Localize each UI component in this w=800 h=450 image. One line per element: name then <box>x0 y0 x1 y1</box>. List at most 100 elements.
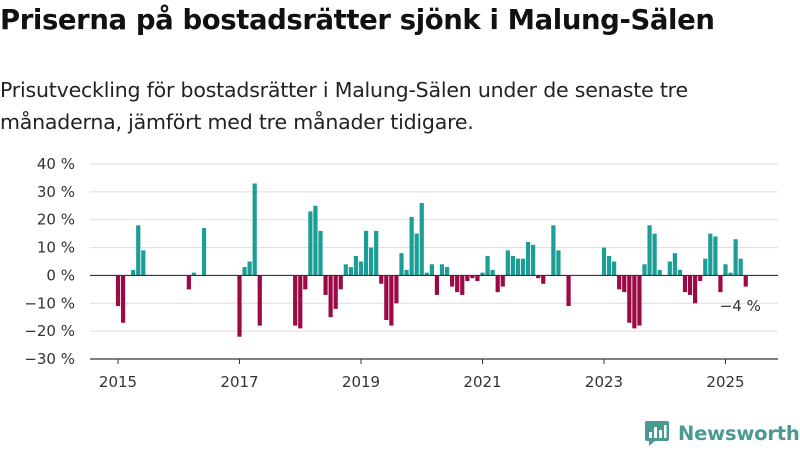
bar <box>718 275 723 293</box>
chart-title: Priserna på bostadsrätter sjönk i Malung… <box>0 4 715 36</box>
y-tick-label: 0 % <box>46 266 75 284</box>
bar <box>455 275 460 293</box>
x-tick-label: 2025 <box>706 373 744 391</box>
x-tick-label: 2015 <box>99 373 137 391</box>
bar <box>490 269 495 276</box>
bar <box>399 253 404 276</box>
bar <box>642 264 647 276</box>
bar <box>439 264 445 276</box>
last-value-annotation: −4 % <box>720 297 761 315</box>
bar <box>652 233 657 276</box>
y-tick-label: 40 % <box>37 155 75 173</box>
bar <box>682 275 688 293</box>
bar <box>308 211 313 276</box>
bar <box>480 272 485 276</box>
bar <box>708 233 713 276</box>
bar <box>510 255 515 276</box>
bar <box>419 203 424 276</box>
x-tick-label: 2017 <box>220 373 258 391</box>
chart-subtitle: Prisutveckling för bostadsrätter i Malun… <box>0 78 688 134</box>
bar <box>247 261 252 276</box>
bar <box>115 275 121 307</box>
bar <box>131 269 136 276</box>
bar <box>379 275 384 284</box>
bar <box>617 275 622 290</box>
bar <box>409 216 414 276</box>
bar <box>541 275 546 284</box>
bar <box>475 275 480 281</box>
bar <box>374 230 379 276</box>
bar <box>363 230 369 276</box>
bar <box>500 275 505 287</box>
bar <box>252 183 257 276</box>
bar <box>328 275 333 318</box>
labels: 40 % 30 % 20 % 10 % 0 % −10 % −20 % −30 % 2015 20… <box>24 155 761 391</box>
bar <box>201 228 207 276</box>
bar <box>556 250 561 276</box>
bar <box>525 242 531 276</box>
bar <box>531 244 536 276</box>
bar <box>470 275 475 279</box>
y-tick-label: −20 % <box>24 322 75 340</box>
bar <box>505 250 510 276</box>
y-tick-label: 20 % <box>37 211 75 229</box>
bar <box>515 258 521 276</box>
bar <box>353 255 359 276</box>
bar <box>551 225 556 276</box>
axes <box>90 274 778 364</box>
bar <box>612 261 617 276</box>
bar <box>632 275 637 329</box>
bar <box>293 275 298 326</box>
bar <box>536 275 541 279</box>
bar <box>728 272 733 276</box>
bar <box>429 264 434 276</box>
bar <box>358 261 364 276</box>
bar <box>627 275 632 323</box>
bar <box>136 225 141 276</box>
bar <box>394 275 399 304</box>
bar <box>318 230 323 276</box>
bar <box>743 275 748 287</box>
bar <box>237 275 242 337</box>
y-tick-label: 10 % <box>37 239 75 257</box>
bar <box>622 275 627 293</box>
y-tick-label: 30 % <box>37 183 75 201</box>
newsworthy-logo[interactable]: Newsworthy <box>644 418 800 448</box>
bar <box>677 269 683 276</box>
bar <box>298 275 303 329</box>
bar <box>313 205 318 276</box>
x-tick-label: 2023 <box>585 373 623 391</box>
bar <box>348 267 353 276</box>
bar <box>698 275 703 281</box>
y-tick-label: −30 % <box>24 350 75 368</box>
bar <box>657 269 662 276</box>
brand-name: Newsworthy <box>678 421 800 445</box>
bar <box>424 272 429 276</box>
bar <box>566 275 571 307</box>
bar <box>186 275 191 290</box>
bar <box>434 275 440 295</box>
bar <box>606 255 612 276</box>
bar <box>389 275 394 326</box>
bar <box>384 275 389 320</box>
bar <box>667 261 672 276</box>
bar <box>485 255 490 276</box>
bar <box>637 275 642 326</box>
bar <box>191 272 197 276</box>
x-tick-label: 2021 <box>463 373 501 391</box>
bar <box>672 253 677 276</box>
bars <box>115 183 748 337</box>
bar <box>520 258 526 276</box>
bar <box>444 267 450 276</box>
bar <box>713 236 718 276</box>
bar <box>738 258 743 276</box>
bar <box>723 264 728 276</box>
bar <box>703 258 708 276</box>
bar <box>369 247 374 276</box>
bar <box>460 275 465 295</box>
bar <box>465 275 470 281</box>
bar <box>242 267 247 276</box>
bar <box>647 225 652 276</box>
grid-lines <box>90 163 778 332</box>
bar <box>303 275 308 290</box>
